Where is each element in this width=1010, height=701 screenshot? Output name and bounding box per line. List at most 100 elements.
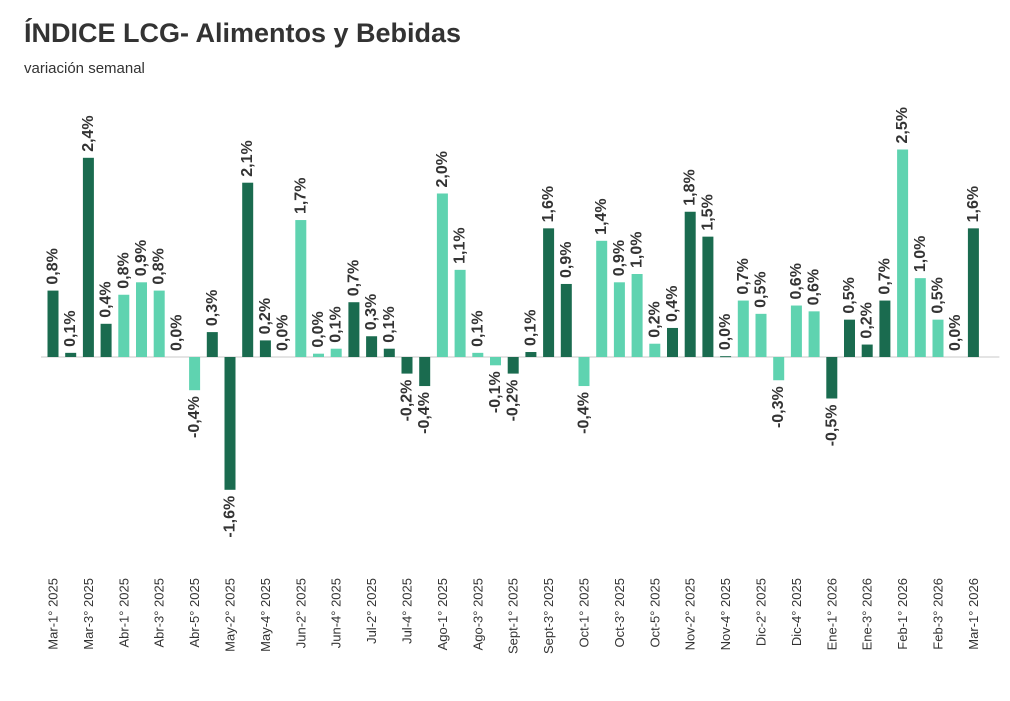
bar-8 bbox=[189, 357, 201, 391]
x-tick-label-48: Feb-1° 2026 bbox=[895, 578, 910, 650]
bar-46 bbox=[861, 344, 873, 357]
bar-20 bbox=[401, 357, 413, 374]
x-tick-label-20: Jul-4° 2025 bbox=[400, 578, 415, 644]
bar-24 bbox=[472, 352, 484, 357]
data-label-50: 0,5% bbox=[930, 277, 947, 313]
x-tick-label-36: Nov-2° 2025 bbox=[683, 578, 698, 650]
x-tick-label-18: Jul-2° 2025 bbox=[364, 578, 379, 644]
bar-33 bbox=[631, 274, 643, 357]
data-label-2: 2,4% bbox=[80, 115, 97, 151]
x-tick-label-6: Abr-3° 2025 bbox=[152, 578, 167, 648]
data-label-40: 0,5% bbox=[753, 271, 770, 307]
x-tick-label-30: Oct-1° 2025 bbox=[577, 578, 592, 648]
data-label-20: -0,2% bbox=[399, 380, 416, 422]
x-tick-label-22: Ago-1° 2025 bbox=[435, 578, 450, 650]
bar-27 bbox=[525, 352, 537, 357]
bar-14 bbox=[295, 220, 307, 357]
x-tick-label-12: May-4° 2025 bbox=[258, 578, 273, 652]
data-label-12: 0,2% bbox=[257, 298, 274, 334]
x-tick-label-40: Dic-2° 2025 bbox=[754, 578, 769, 646]
bar-52 bbox=[967, 228, 979, 357]
x-tick-label-4: Abr-1° 2025 bbox=[116, 578, 131, 648]
data-label-51: 0,0% bbox=[947, 315, 964, 351]
data-label-15: 0,0% bbox=[310, 311, 327, 347]
data-label-28: 1,6% bbox=[540, 186, 557, 222]
data-label-22: 2,0% bbox=[434, 151, 451, 187]
bar-47 bbox=[879, 300, 891, 357]
x-tick-label-32: Oct-3° 2025 bbox=[612, 578, 627, 648]
x-tick-label-14: Jun-2° 2025 bbox=[293, 578, 308, 648]
bar-17 bbox=[348, 302, 360, 357]
data-label-0: 0,8% bbox=[45, 248, 62, 284]
data-label-21: -0,4% bbox=[416, 392, 433, 434]
x-tick-label-26: Sept-1° 2025 bbox=[506, 578, 521, 654]
data-label-46: 0,2% bbox=[859, 302, 876, 338]
bar-10 bbox=[224, 357, 236, 490]
bar-4 bbox=[118, 294, 130, 357]
data-label-42: 0,6% bbox=[788, 263, 805, 299]
data-label-7: 0,0% bbox=[168, 315, 185, 351]
bar-6 bbox=[153, 290, 165, 357]
data-label-9: 0,3% bbox=[204, 290, 221, 326]
bar-48 bbox=[897, 149, 909, 357]
bar-45 bbox=[844, 319, 855, 357]
bar-44 bbox=[826, 357, 838, 399]
x-tick-label-16: Jun-4° 2025 bbox=[329, 578, 344, 648]
bar-12 bbox=[259, 340, 271, 357]
data-label-14: 1,7% bbox=[292, 178, 309, 214]
data-label-25: -0,1% bbox=[487, 371, 504, 413]
data-label-52: 1,6% bbox=[965, 186, 982, 222]
bar-23 bbox=[454, 269, 466, 357]
data-label-49: 1,0% bbox=[912, 236, 929, 272]
x-tick-label-8: Abr-5° 2025 bbox=[187, 578, 202, 648]
chart-title: ÍNDICE LCG- Alimentos y Bebidas bbox=[24, 18, 462, 48]
data-label-30: -0,4% bbox=[576, 392, 593, 434]
bar-32 bbox=[613, 282, 625, 357]
bar-43 bbox=[808, 311, 820, 357]
data-label-17: 0,7% bbox=[345, 260, 362, 296]
data-label-44: -0,5% bbox=[823, 405, 840, 447]
x-tick-label-28: Sept-3° 2025 bbox=[541, 578, 556, 654]
x-tick-label-38: Nov-4° 2025 bbox=[718, 578, 733, 650]
x-tick-label-0: Mar-1° 2025 bbox=[46, 578, 61, 650]
x-tick-label-10: May-2° 2025 bbox=[223, 578, 238, 652]
data-label-13: 0,0% bbox=[275, 315, 292, 351]
bar-11 bbox=[242, 182, 254, 357]
bar-34 bbox=[649, 343, 661, 357]
data-label-8: -0,4% bbox=[186, 396, 203, 438]
data-label-47: 0,7% bbox=[876, 258, 893, 294]
bar-2 bbox=[82, 157, 94, 357]
bar-0 bbox=[47, 290, 59, 357]
bar-28 bbox=[543, 228, 555, 357]
bar-29 bbox=[560, 283, 572, 357]
data-label-24: 0,1% bbox=[469, 310, 486, 346]
bar-41 bbox=[773, 357, 785, 381]
bar-37 bbox=[702, 236, 714, 357]
bar-49 bbox=[914, 278, 926, 357]
data-label-5: 0,9% bbox=[133, 240, 150, 276]
bar-22 bbox=[436, 193, 448, 357]
data-label-38: 0,0% bbox=[717, 314, 734, 350]
bar-36 bbox=[684, 211, 696, 357]
data-label-27: 0,1% bbox=[522, 310, 539, 346]
bar-16 bbox=[330, 348, 342, 357]
bar-30 bbox=[578, 357, 590, 387]
bar-18 bbox=[366, 336, 378, 357]
data-label-29: 0,9% bbox=[558, 241, 575, 277]
data-label-36: 1,8% bbox=[682, 169, 699, 205]
x-tick-label-50: Feb-3° 2026 bbox=[931, 578, 946, 650]
bar-26 bbox=[507, 357, 519, 374]
data-label-3: 0,4% bbox=[98, 281, 115, 317]
bar-9 bbox=[206, 332, 218, 357]
data-label-1: 0,1% bbox=[62, 310, 79, 346]
data-label-16: 0,1% bbox=[328, 306, 345, 342]
bar-39 bbox=[737, 300, 749, 357]
data-label-43: 0,6% bbox=[806, 269, 823, 305]
bar-31 bbox=[596, 240, 608, 357]
x-tick-label-44: Ene-1° 2026 bbox=[824, 578, 839, 650]
bar-50 bbox=[932, 319, 944, 357]
data-label-35: 0,4% bbox=[664, 285, 681, 321]
x-tick-label-52: Mar-1° 2026 bbox=[966, 578, 981, 650]
bar-1 bbox=[65, 352, 77, 357]
data-label-33: 1,0% bbox=[629, 232, 646, 268]
